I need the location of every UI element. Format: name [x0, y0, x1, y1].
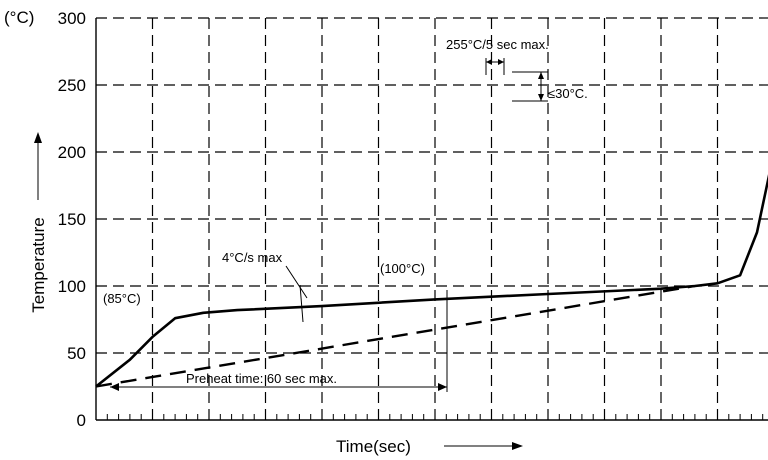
peak-width-arrowhead-r	[498, 59, 504, 65]
y-tick-label: 200	[58, 143, 86, 162]
dip-arrowhead-top	[538, 72, 544, 79]
x-minor-ticks	[106, 414, 764, 420]
ramp-leader-2	[299, 284, 304, 323]
y-axis-arrow-head	[34, 132, 42, 143]
y-axis-label: Temperature	[29, 217, 48, 312]
peak-width-arrowhead-l	[486, 59, 492, 65]
dashed-ramp-line	[95, 284, 696, 388]
x-axis-arrow-head	[512, 442, 523, 450]
x-axis-label: Time(sec)	[336, 437, 411, 456]
y-tick-labels: 0 50 100 150 200 250 300	[58, 9, 86, 430]
ramp-annotation: 4°C/s max	[222, 250, 283, 265]
axes	[95, 18, 768, 421]
point-85-annotation: (85°C)	[103, 291, 141, 306]
series	[95, 174, 768, 388]
reflow-profile-line	[95, 174, 768, 388]
y-tick-label: 50	[67, 344, 86, 363]
preheat-arrowhead-r	[438, 383, 447, 391]
y-tick-label: 0	[77, 411, 86, 430]
preheat-annotation: Preheat time: 60 sec max.	[186, 371, 337, 386]
dip-annotation: ≤30°C.	[548, 86, 588, 101]
point-100-annotation: (100°C)	[380, 261, 425, 276]
dip-arrowhead-bottom	[538, 94, 544, 101]
preheat-arrowhead-l	[110, 383, 119, 391]
ramp-leader	[285, 265, 308, 299]
y-unit-label: (°C)	[4, 8, 34, 27]
y-tick-label: 150	[58, 210, 86, 229]
annotations: (°C) Temperature Time(sec) 255°C/5 sec m…	[4, 8, 588, 456]
peak-annotation: 255°C/5 sec max.	[446, 37, 549, 52]
y-tick-label: 250	[58, 76, 86, 95]
y-tick-label: 300	[58, 9, 86, 28]
grid	[96, 17, 768, 420]
y-tick-label: 100	[58, 277, 86, 296]
